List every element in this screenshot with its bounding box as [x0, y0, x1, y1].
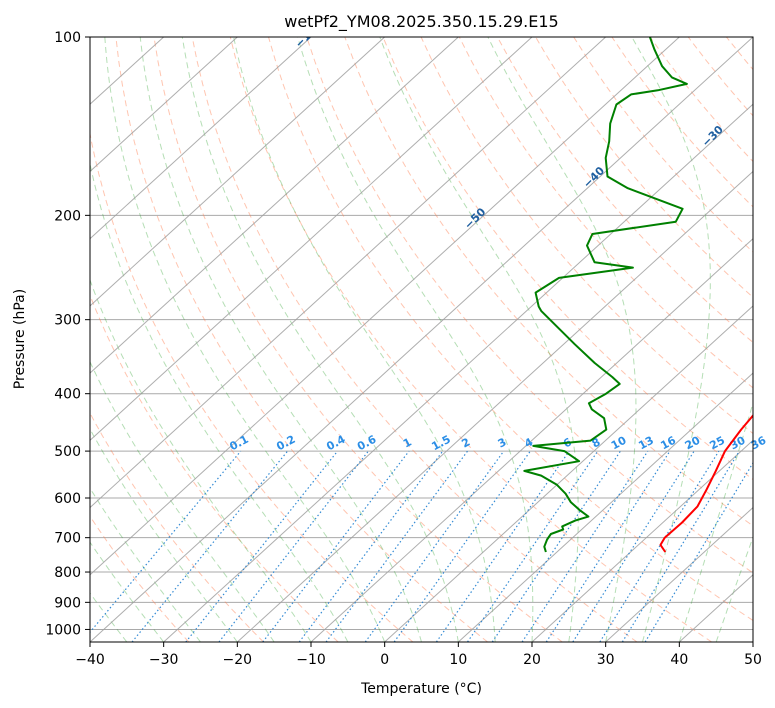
y-tick-label: 900 — [54, 595, 81, 611]
moist-adiabat — [181, 37, 459, 642]
mixing-ratio-labels: 0.1 0.2 0.4 0.6 1 1.5 2 3 4 6 8 10 13 16 20 25 30 36 — [227, 433, 768, 454]
x-tick-label: −40 — [75, 652, 105, 668]
mixing-ratio-line — [90, 450, 242, 634]
dry-adiabat — [115, 37, 488, 642]
dry-adiabat — [153, 37, 563, 642]
mixing-ratio-line — [364, 450, 505, 642]
background-lines — [90, 37, 753, 642]
moist-adiabat — [90, 592, 128, 642]
dry-adiabat — [268, 37, 753, 622]
y-tick-label: 400 — [54, 387, 81, 403]
isotherm-line — [90, 37, 753, 642]
moist-adiabat — [678, 401, 753, 642]
mixing-ratio-line — [621, 450, 740, 642]
y-axis-title: Pressure (hPa) — [12, 289, 28, 389]
y-axis: 100 200 300 400 500 600 700 800 900 1000 — [45, 30, 90, 638]
dry-adiabat — [306, 37, 753, 574]
moist-adiabat — [90, 161, 349, 642]
isotherm-line — [457, 372, 753, 642]
isotherm-line — [384, 305, 753, 642]
temperature-profile-line — [659, 413, 753, 553]
dry-adiabat — [90, 131, 414, 642]
x-tick-label: 40 — [670, 652, 688, 668]
mixing-ratio-line — [467, 450, 599, 642]
mixing-ratio-label: 16 — [658, 434, 678, 453]
mixing-ratio-line — [185, 450, 339, 642]
x-tick-label: 30 — [597, 652, 615, 668]
x-axis: −40 −30 −20 −10 0 10 20 30 40 50 — [75, 642, 762, 668]
isotherm-line — [90, 37, 386, 307]
moist-adiabat — [715, 535, 753, 642]
y-tick-label: 300 — [54, 313, 81, 329]
isotherm-line — [90, 37, 312, 240]
isotherm-line — [90, 37, 680, 576]
x-tick-label: −20 — [223, 652, 253, 668]
mixing-ratio-label: 25 — [707, 434, 727, 453]
mixing-ratio-line — [599, 450, 720, 642]
mixing-ratio-label: 13 — [636, 434, 656, 453]
mixing-ratio-line — [218, 450, 369, 642]
y-tick-label: 600 — [54, 491, 81, 507]
moist-adiabat — [90, 487, 201, 642]
dry-adiabat — [90, 412, 264, 642]
mixing-ratio-label: 30 — [728, 434, 748, 453]
moist-adiabat — [379, 37, 579, 642]
moist-adiabat — [233, 37, 496, 642]
chart-title: wetPf2_YM08.2025.350.15.29.E15 — [284, 12, 558, 32]
isotherm-line — [90, 37, 607, 509]
moist-adiabat — [297, 37, 534, 642]
y-tick-label: 1000 — [45, 622, 81, 638]
y-tick-label: 100 — [54, 30, 81, 46]
mixing-ratio-label: 36 — [749, 434, 769, 453]
dry-adiabat — [535, 37, 753, 298]
mixing-ratio-line — [644, 461, 753, 642]
mixing-ratio-line — [572, 450, 695, 642]
isotherm-line — [531, 439, 753, 642]
dewpoint-profile-line — [523, 37, 688, 553]
mixing-ratio-label: 10 — [609, 434, 629, 453]
series-lines — [523, 37, 753, 553]
moist-adiabat — [90, 427, 238, 642]
dry-adiabat — [496, 37, 753, 344]
y-tick-label: 800 — [54, 565, 81, 581]
moist-adiabat — [139, 37, 422, 642]
plot-frame — [89, 36, 754, 643]
isotherm-line — [310, 237, 753, 642]
moist-adiabat — [90, 541, 165, 642]
dry-adiabat — [382, 37, 753, 481]
moist-adiabat — [104, 37, 386, 642]
isotherm-line — [163, 103, 753, 642]
mixing-ratio-line — [435, 450, 570, 642]
mixing-ratio-line — [131, 450, 289, 642]
x-tick-label: 0 — [380, 652, 389, 668]
moist-adiabat — [631, 37, 711, 642]
y-tick-label: 200 — [54, 208, 81, 224]
x-tick-label: −30 — [149, 652, 179, 668]
dry-adiabat — [90, 515, 190, 642]
dry-adiabat — [191, 37, 638, 642]
y-tick-label: 700 — [54, 531, 81, 547]
mixing-ratio-label: 20 — [683, 434, 703, 453]
moist-adiabat — [487, 37, 637, 642]
y-tick-label: 500 — [54, 444, 81, 460]
isotherm-line — [90, 37, 533, 442]
x-tick-label: 20 — [523, 652, 541, 668]
x-tick-label: 10 — [449, 652, 467, 668]
isotherm-line — [605, 506, 753, 642]
moist-adiabat — [90, 360, 275, 642]
mixing-ratio-line — [393, 450, 531, 642]
isotherm-line — [90, 37, 459, 374]
x-axis-title: Temperature (°C) — [360, 681, 482, 697]
isotherm-line — [90, 37, 238, 173]
mixing-ratio-line — [262, 450, 410, 642]
x-tick-label: 50 — [744, 652, 762, 668]
x-tick-label: −10 — [296, 652, 326, 668]
